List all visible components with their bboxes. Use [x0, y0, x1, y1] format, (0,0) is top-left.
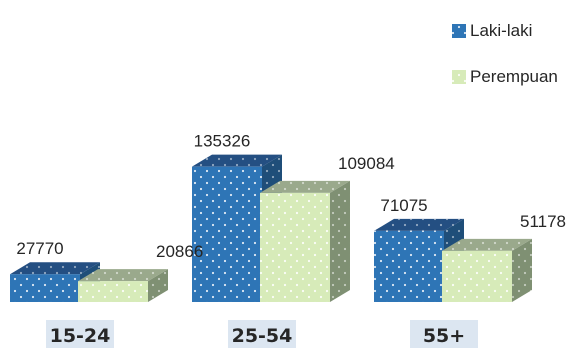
bars-layer [10, 154, 532, 302]
bar-55+-Perempuan [442, 238, 532, 302]
category-label-25-54: 25-54 [228, 320, 296, 348]
bar-15-24-Laki-laki [10, 262, 100, 302]
bar-front-pattern [78, 281, 148, 302]
category-tick-label: 25-54 [232, 325, 293, 347]
bar-side-pattern [330, 180, 350, 302]
bar-25-54-Perempuan [260, 180, 350, 302]
bar-side-pattern [512, 238, 532, 302]
bar-55+-Laki-laki [374, 218, 464, 302]
legend-label: Laki-laki [470, 21, 532, 40]
bar-top-pattern [192, 154, 282, 167]
bar-top-pattern [442, 238, 532, 251]
legend-swatch-pattern [452, 70, 466, 84]
data-label-Perempuan-25-54: 109084 [338, 154, 395, 173]
bar-top-pattern [260, 180, 350, 193]
bar-front-pattern [374, 230, 444, 302]
legend-label: Perempuan [470, 67, 558, 86]
bar-15-24-Perempuan [78, 269, 168, 302]
data-label-Perempuan-55+: 51178 [520, 212, 566, 231]
legend-item-Laki-laki: Laki-laki [452, 21, 532, 40]
category-label-15-24: 15-24 [46, 320, 114, 348]
category-label-bg [410, 320, 478, 348]
data-label-Perempuan-15-24: 20866 [156, 242, 203, 261]
data-label-Laki-laki-25-54: 135326 [194, 132, 251, 151]
legend-swatch-pattern [452, 24, 466, 38]
legend: Laki-laki Perempuan [452, 21, 558, 86]
bar-top-pattern [374, 218, 464, 231]
bar-side-pattern [148, 269, 168, 302]
bar-front-pattern [192, 166, 262, 302]
bar-top-pattern [78, 269, 168, 282]
labels-layer: 27770 20866 15-24 135326 109084 25-54 71075 511… [16, 132, 566, 348]
category-label-55+: 55+ [410, 320, 478, 348]
category-label-bg [228, 320, 296, 348]
data-label-Laki-laki-15-24: 27770 [16, 239, 63, 258]
data-label-Laki-laki-55+: 71075 [380, 196, 427, 215]
category-tick-label: 55+ [423, 325, 465, 347]
legend-item-Perempuan: Perempuan [452, 67, 558, 86]
bar-top-pattern [10, 262, 100, 275]
bar-front-pattern [260, 192, 330, 302]
category-label-bg [46, 320, 114, 348]
bar-front-pattern [442, 250, 512, 302]
bar-front-pattern [10, 274, 80, 302]
category-tick-label: 15-24 [50, 325, 111, 347]
